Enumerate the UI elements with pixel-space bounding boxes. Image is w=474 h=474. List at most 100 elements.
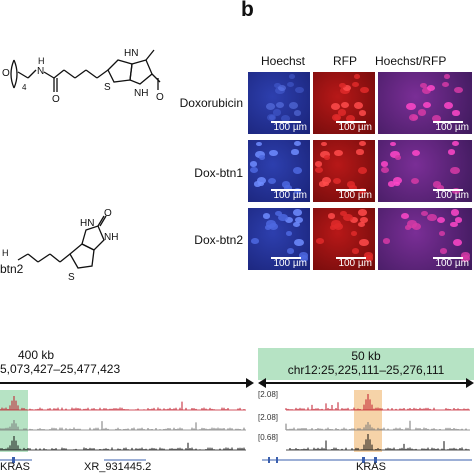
cell-nucleus xyxy=(387,181,395,187)
cell-nucleus xyxy=(439,231,446,236)
cell-nucleus xyxy=(281,181,290,188)
cell-nucleus xyxy=(450,221,458,227)
cell-nucleus xyxy=(318,181,327,187)
cell-nucleus xyxy=(401,212,410,219)
cell-nucleus xyxy=(274,210,282,217)
column-header-hoechst: Hoechst xyxy=(260,54,306,68)
scale-bar-label: 100 µm xyxy=(338,122,372,133)
cell-nucleus xyxy=(285,231,293,236)
scale-bar xyxy=(336,120,366,123)
cell-nucleus xyxy=(323,155,330,161)
atom-nh-top: NH xyxy=(134,88,148,99)
cell-nucleus xyxy=(427,84,435,91)
cell-nucleus xyxy=(440,248,448,254)
cell-nucleus xyxy=(410,178,419,185)
chemical-structures: O 4 N H O S HN NH O H HN NH O S xyxy=(2,48,164,283)
cell-nucleus xyxy=(353,73,361,79)
cell-nucleus xyxy=(357,167,368,175)
atom-s-bottom: S xyxy=(68,272,75,283)
cell-nucleus xyxy=(343,213,354,221)
cell-nucleus xyxy=(295,86,304,94)
scale-bar-label: 100 µm xyxy=(435,122,469,133)
gene-label-kras-right: KRAS xyxy=(356,461,386,473)
cell-nucleus xyxy=(390,150,401,159)
cell-nucleus xyxy=(255,141,262,147)
row-label-doxorubicin: Doxorubicin xyxy=(179,96,243,110)
scale-bar xyxy=(336,188,366,191)
scale-bar xyxy=(271,256,301,259)
cell-nucleus xyxy=(274,83,281,89)
microscopy-tile: 100 µm xyxy=(378,140,472,202)
atom-hn-bottom: HN xyxy=(80,218,94,229)
genome-tracks xyxy=(0,378,474,463)
cell-nucleus xyxy=(339,83,346,89)
cell-nucleus xyxy=(278,213,289,221)
atom-hn-top: HN xyxy=(124,48,138,59)
cell-nucleus xyxy=(294,140,301,146)
cell-nucleus xyxy=(295,217,303,223)
cell-nucleus xyxy=(393,177,403,185)
cell-nucleus xyxy=(450,167,460,175)
cell-nucleus xyxy=(299,255,309,262)
cell-nucleus xyxy=(357,209,367,216)
cell-nucleus xyxy=(327,212,336,219)
cell-nucleus xyxy=(346,114,356,122)
scale-bar xyxy=(271,188,301,191)
atom-s-top: S xyxy=(104,82,111,93)
scale-bar xyxy=(433,188,463,191)
cell-nucleus xyxy=(294,110,302,116)
microscopy-tile: 100 µm xyxy=(313,72,375,134)
cell-nucleus xyxy=(441,81,449,87)
cell-nucleus xyxy=(281,114,291,122)
gene-label-kras-left: KRAS xyxy=(0,461,30,473)
bracket-right xyxy=(13,59,18,89)
cell-nucleus xyxy=(294,238,304,246)
cell-nucleus xyxy=(406,102,416,110)
cell-nucleus xyxy=(359,140,366,146)
microscopy-tile: 100 µm xyxy=(248,72,310,134)
cell-nucleus xyxy=(411,222,422,230)
region-width-left: 400 kb xyxy=(18,348,55,362)
cell-nucleus xyxy=(334,115,341,120)
cell-nucleus xyxy=(452,110,460,116)
cell-nucleus xyxy=(349,185,357,191)
microscopy-grid: 100 µm 100 µm 100 µm 100 µm 100 µm 100 µm 100 … xyxy=(248,72,472,274)
scale-bar xyxy=(336,256,366,259)
cell-nucleus xyxy=(461,255,470,262)
cell-nucleus xyxy=(268,178,277,185)
cell-nucleus xyxy=(291,149,299,155)
scale-bar xyxy=(271,120,301,123)
cell-nucleus xyxy=(333,222,344,230)
cell-nucleus xyxy=(380,161,388,167)
cell-nucleus xyxy=(423,101,432,108)
cell-nucleus xyxy=(341,101,349,108)
cell-nucleus xyxy=(453,86,463,94)
row-label-dox-btn2: Dox-btn2 xyxy=(194,233,243,247)
cell-nucleus xyxy=(360,217,368,223)
cell-nucleus xyxy=(351,248,359,254)
cell-nucleus xyxy=(314,161,322,167)
cell-nucleus xyxy=(394,155,402,161)
cell-nucleus xyxy=(436,185,445,191)
scale-bar-label: 100 µm xyxy=(273,122,307,133)
cell-nucleus xyxy=(249,161,257,167)
genome-right-header: 50 kb chr12:25,225,111–25,276,111 xyxy=(258,348,474,380)
scale-bar-label: 100 µm xyxy=(338,258,372,269)
column-header-merge: Hoechst/RFP xyxy=(375,54,447,68)
microscopy-tile: 100 µm xyxy=(378,208,472,270)
scale-bar xyxy=(433,120,463,123)
repeat-subscript: 4 xyxy=(22,83,27,92)
cell-nucleus xyxy=(412,115,419,120)
cell-nucleus xyxy=(380,166,389,173)
cell-nucleus xyxy=(427,213,437,221)
column-header-rfp: RFP xyxy=(333,54,357,68)
cell-nucleus xyxy=(349,216,358,223)
cell-nucleus xyxy=(431,114,441,122)
cell-nucleus xyxy=(444,102,454,109)
cell-nucleus xyxy=(390,141,397,147)
cell-nucleus xyxy=(288,73,296,79)
cell-nucleus xyxy=(421,86,432,95)
scale-bar-label: 100 µm xyxy=(338,190,372,201)
cell-nucleus xyxy=(333,178,342,185)
cell-nucleus xyxy=(278,84,287,91)
